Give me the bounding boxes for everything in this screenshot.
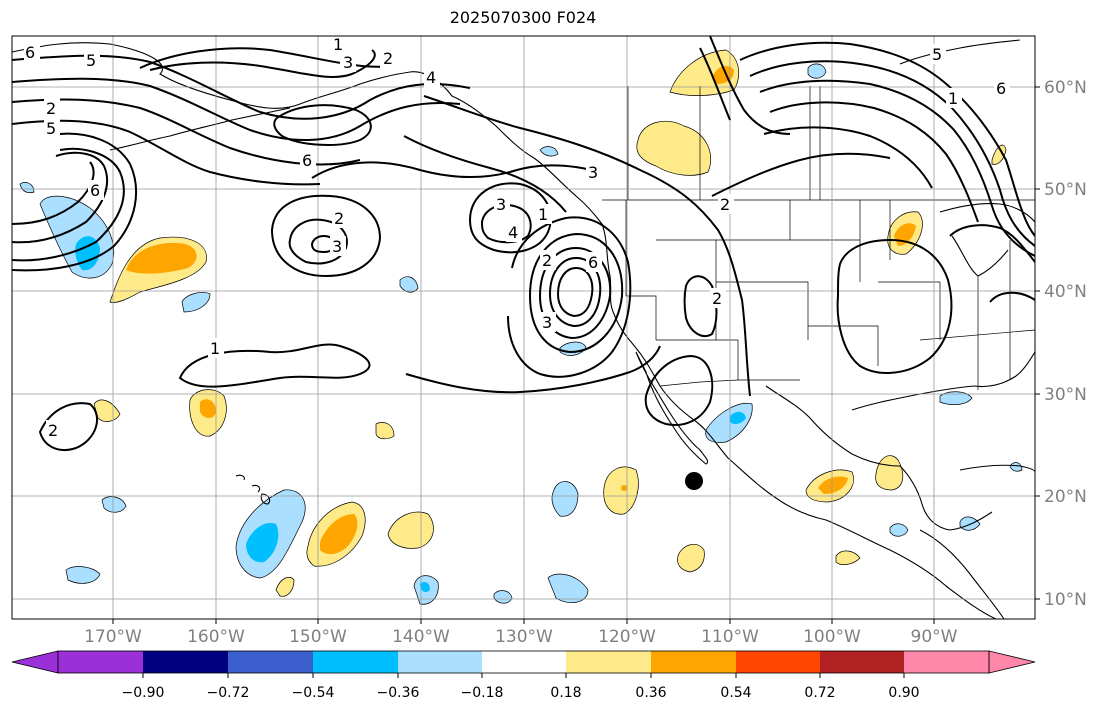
colorbar-extend-high xyxy=(988,650,1036,674)
contour-label: 6 xyxy=(996,79,1006,98)
political-borders xyxy=(602,86,1035,390)
positive-anomaly-shading xyxy=(93,49,1007,597)
contour-label: 1 xyxy=(538,205,548,224)
colorbar-segment xyxy=(228,651,313,673)
contour-label: 2 xyxy=(383,49,393,68)
contour-lines xyxy=(12,36,1035,451)
colorbar-segment xyxy=(566,651,651,673)
colorbar: −0.90 −0.72 −0.54 −0.36 −0.18 0.18 0.36 … xyxy=(11,650,1036,701)
longitude-label: 160°W xyxy=(187,627,245,647)
location-marker xyxy=(685,472,703,490)
contour-label: 3 xyxy=(542,313,552,332)
contour-label: 3 xyxy=(496,195,506,214)
contour-labels: 6 5 2 5 1 3 2 4 6 5 2 6 3 2 xyxy=(24,35,1010,440)
longitude-label: 140°W xyxy=(392,627,450,647)
colorbar-segment xyxy=(58,651,143,673)
colorbar-tick-label: 0.90 xyxy=(888,685,919,701)
contour-label: 6 xyxy=(90,181,100,200)
longitude-label: 150°W xyxy=(289,627,347,647)
colorbar-segment xyxy=(736,651,820,673)
contour-label: 1 xyxy=(333,35,343,54)
colorbar-tick-label: 0.54 xyxy=(720,685,751,701)
map-title: 2025070300 F024 xyxy=(449,8,597,27)
longitude-label: 130°W xyxy=(495,627,553,647)
contour-label: 3 xyxy=(588,163,598,182)
colorbar-segment xyxy=(820,651,904,673)
latitude-label: 30°N xyxy=(1044,385,1087,405)
latitude-label: 40°N xyxy=(1044,282,1087,302)
contour-label: 5 xyxy=(86,51,96,70)
contour-label: 1 xyxy=(948,89,958,108)
contour-label: 2 xyxy=(48,421,58,440)
latitude-label: 50°N xyxy=(1044,180,1087,200)
colorbar-tick-label: −0.36 xyxy=(377,685,420,701)
colorbar-tick-label: 0.36 xyxy=(635,685,666,701)
contour-label: 5 xyxy=(46,119,56,138)
colorbar-extend-low xyxy=(11,650,59,674)
longitude-label: 110°W xyxy=(701,627,759,647)
colorbar-segment xyxy=(398,651,482,673)
contour-label: 2 xyxy=(720,195,730,214)
contour-label: 2 xyxy=(46,99,56,118)
longitude-label: 170°W xyxy=(84,627,142,647)
latitude-label: 60°N xyxy=(1044,78,1087,98)
colorbar-tick-label: −0.72 xyxy=(207,685,250,701)
contour-label: 6 xyxy=(588,253,598,272)
contour-label: 6 xyxy=(302,151,312,170)
colorbar-tick-label: 0.18 xyxy=(550,685,581,701)
longitude-label: 120°W xyxy=(598,627,656,647)
contour-label: 2 xyxy=(712,289,722,308)
colorbar-tick-label: −0.54 xyxy=(292,685,335,701)
contour-label: 4 xyxy=(508,223,518,242)
contour-label: 5 xyxy=(932,45,942,64)
colorbar-segment xyxy=(482,651,566,673)
longitude-label: 100°W xyxy=(803,627,861,647)
contour-label: 6 xyxy=(25,43,35,62)
map-area xyxy=(12,36,1035,619)
colorbar-segment xyxy=(143,651,228,673)
latitude-axis: 60°N 50°N 40°N 30°N 20°N 10°N xyxy=(1035,78,1087,610)
contour-label: 3 xyxy=(343,53,353,72)
colorbar-tick-label: −0.90 xyxy=(122,685,165,701)
colorbar-segment xyxy=(904,651,989,673)
colorbar-segment xyxy=(651,651,736,673)
contour-label: 1 xyxy=(210,339,220,358)
contour-label: 3 xyxy=(332,237,342,256)
contour-label: 4 xyxy=(426,68,436,87)
colorbar-segment xyxy=(313,651,398,673)
longitude-axis: 170°W 160°W 150°W 140°W 130°W 120°W 110°… xyxy=(84,619,958,647)
latitude-label: 10°N xyxy=(1044,590,1087,610)
latitude-label: 20°N xyxy=(1044,487,1087,507)
graticule xyxy=(12,36,1035,619)
colorbar-tick-label: −0.18 xyxy=(461,685,504,701)
contour-label: 2 xyxy=(542,251,552,270)
colorbar-tick-label: 0.72 xyxy=(804,685,835,701)
longitude-label: 90°W xyxy=(911,627,958,647)
contour-label: 2 xyxy=(334,209,344,228)
